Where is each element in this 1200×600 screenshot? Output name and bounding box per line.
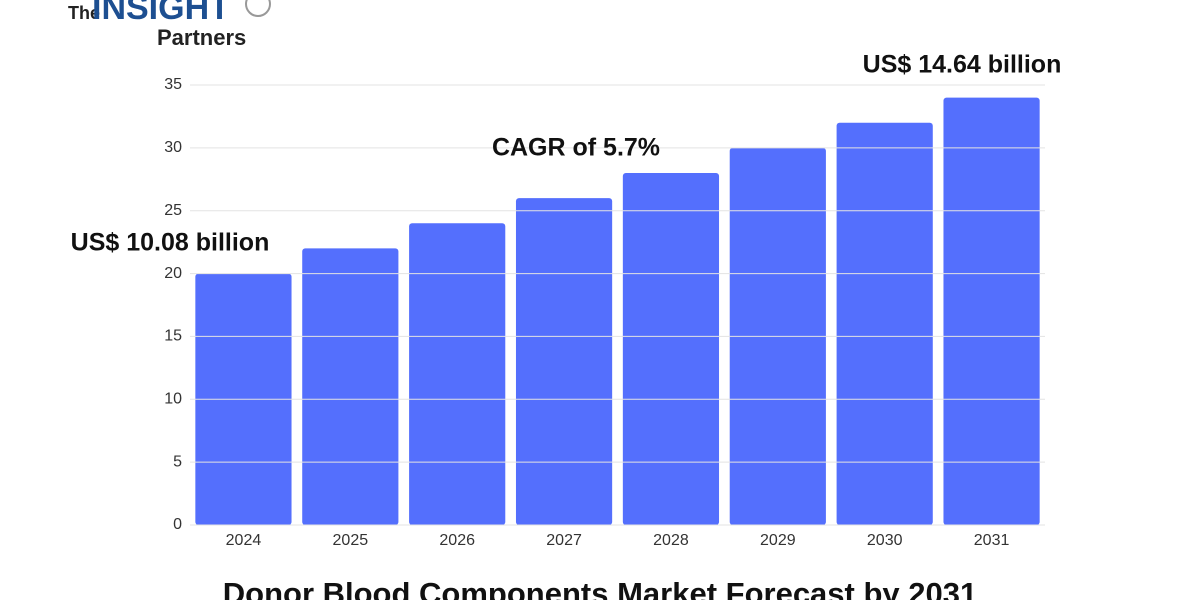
y-tick-label: 35 (164, 76, 182, 93)
y-tick-label: 0 (173, 516, 182, 533)
bar (302, 248, 399, 525)
x-tick-label: 2026 (439, 532, 475, 549)
y-tick-label: 5 (173, 453, 182, 470)
y-tick-label: 20 (164, 265, 182, 282)
bar (515, 198, 613, 525)
y-tick-label: 10 (164, 391, 182, 408)
chart-title: Donor Blood Components Market Forecast b… (223, 576, 977, 600)
y-tick-label: 15 (164, 328, 182, 345)
bar (409, 223, 506, 526)
x-tick-label: 2025 (333, 532, 369, 549)
logo-icon (245, 0, 271, 17)
bar (836, 122, 933, 525)
y-tick-label: 30 (164, 139, 182, 156)
x-tick-label: 2027 (546, 532, 582, 549)
annotation: US$ 10.08 billion (71, 229, 270, 257)
annotation: US$ 14.64 billion (863, 51, 1062, 79)
x-tick-label: 2031 (974, 532, 1010, 549)
x-tick-label: 2029 (760, 532, 796, 549)
logo-name: INSIGHT (92, 0, 230, 27)
x-tick-label: 2024 (226, 532, 262, 549)
annotation: CAGR of 5.7% (492, 134, 660, 162)
x-tick-label: 2030 (867, 532, 903, 549)
logo: The INSIGHT Partners (68, 0, 271, 50)
logo-the: The (68, 3, 100, 23)
bar (622, 173, 720, 525)
y-tick-label: 25 (164, 202, 182, 219)
x-tick-label: 2028 (653, 532, 689, 549)
bar (943, 97, 1040, 526)
logo-sub: Partners (157, 25, 246, 50)
